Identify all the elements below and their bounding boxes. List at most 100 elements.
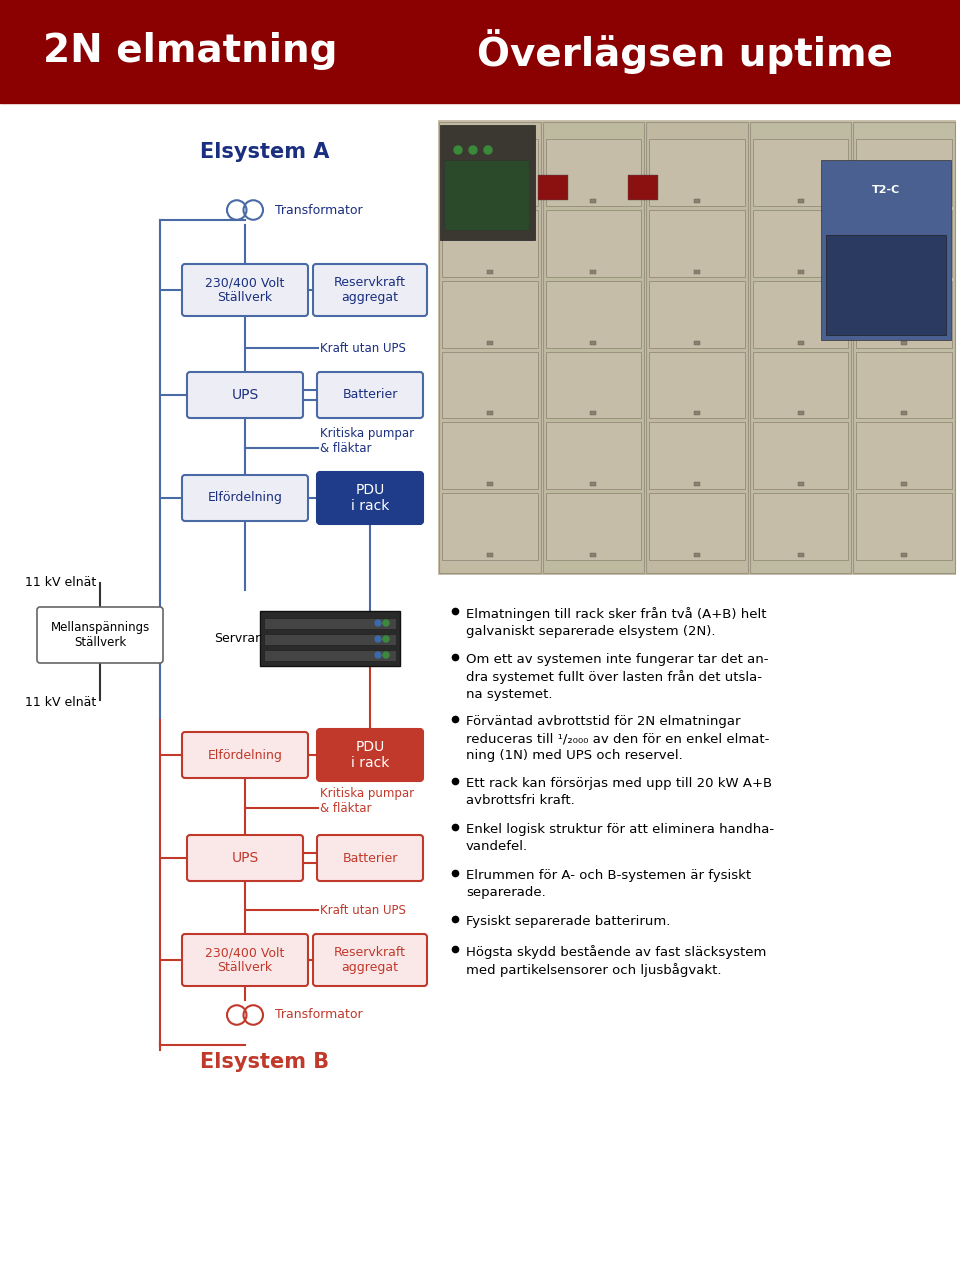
Text: 11 kV elnät: 11 kV elnät <box>25 576 96 589</box>
Bar <box>901 482 907 487</box>
FancyBboxPatch shape <box>182 934 308 986</box>
Text: Högsta skydd bestående av fast släcksystem
med partikelsensorer och ljusbågvakt.: Högsta skydd bestående av fast släcksyst… <box>466 944 766 977</box>
Bar <box>753 493 849 560</box>
Bar <box>487 554 492 557</box>
FancyBboxPatch shape <box>313 934 427 986</box>
Bar <box>694 554 700 557</box>
Circle shape <box>383 620 389 625</box>
Bar <box>853 122 955 572</box>
Text: PDU
i rack: PDU i rack <box>350 483 389 513</box>
Bar <box>649 139 745 206</box>
Circle shape <box>484 146 492 154</box>
Text: Elfördelning: Elfördelning <box>207 749 282 762</box>
Bar <box>590 270 596 274</box>
Bar <box>487 411 492 415</box>
Bar <box>649 281 745 348</box>
Bar <box>750 122 852 572</box>
Bar <box>753 422 849 489</box>
Text: PDU
i rack: PDU i rack <box>350 740 389 770</box>
Text: Batterier: Batterier <box>343 851 397 865</box>
Bar <box>545 139 641 206</box>
Bar <box>590 199 596 203</box>
Circle shape <box>375 620 381 625</box>
Bar <box>694 270 700 274</box>
Bar <box>545 209 641 276</box>
Bar <box>264 649 396 661</box>
Circle shape <box>375 636 381 642</box>
Text: Kritiska pumpar
& fläktar: Kritiska pumpar & fläktar <box>320 427 414 455</box>
FancyBboxPatch shape <box>187 835 303 881</box>
Bar <box>590 482 596 487</box>
Bar <box>0 0 960 103</box>
Bar <box>901 199 907 203</box>
Bar <box>487 199 492 203</box>
Bar <box>487 270 492 274</box>
Circle shape <box>454 146 462 154</box>
Text: Fysiskt separerade batterirum.: Fysiskt separerade batterirum. <box>466 915 670 928</box>
FancyBboxPatch shape <box>313 264 427 317</box>
Circle shape <box>375 652 381 658</box>
Bar <box>901 270 907 274</box>
Bar <box>487 482 492 487</box>
Bar <box>545 493 641 560</box>
Bar <box>798 340 804 344</box>
Bar <box>798 482 804 487</box>
Text: Batterier: Batterier <box>343 388 397 401</box>
Text: Mellanspännings
Ställverk: Mellanspännings Ställverk <box>50 620 150 649</box>
Text: Reservkraft
aggregat: Reservkraft aggregat <box>334 946 406 973</box>
Circle shape <box>469 146 477 154</box>
Bar <box>442 281 538 348</box>
Text: Elsystem B: Elsystem B <box>200 1052 329 1072</box>
Bar <box>798 411 804 415</box>
Bar <box>694 340 700 344</box>
Text: Förväntad avbrottstid för 2N elmatningar
reduceras till ¹/₂₀₀₀ av den för en enk: Förväntad avbrottstid för 2N elmatningar… <box>466 715 769 762</box>
Text: UPS: UPS <box>231 851 258 865</box>
Text: Reservkraft
aggregat: Reservkraft aggregat <box>334 276 406 304</box>
Bar <box>821 160 951 340</box>
Bar <box>487 340 492 344</box>
FancyBboxPatch shape <box>317 835 423 881</box>
Text: Elsystem A: Elsystem A <box>200 142 329 161</box>
Text: Elmatningen till rack sker från två (A+B) helt
galvaniskt separerade elsystem (2: Elmatningen till rack sker från två (A+B… <box>466 607 766 638</box>
Bar <box>442 209 538 276</box>
Bar <box>753 281 849 348</box>
Bar <box>694 482 700 487</box>
FancyBboxPatch shape <box>317 729 423 781</box>
Text: 11 kV elnät: 11 kV elnät <box>25 696 96 710</box>
Text: Transformator: Transformator <box>275 203 363 217</box>
Bar <box>753 209 849 276</box>
Text: Kraft utan UPS: Kraft utan UPS <box>320 903 406 917</box>
Bar <box>798 554 804 557</box>
Bar <box>439 122 540 572</box>
Text: Elfördelning: Elfördelning <box>207 492 282 504</box>
Circle shape <box>383 652 389 658</box>
Text: Kraft utan UPS: Kraft utan UPS <box>320 342 406 354</box>
Text: Transformator: Transformator <box>275 1009 363 1021</box>
Bar <box>856 139 952 206</box>
Bar <box>590 411 596 415</box>
FancyBboxPatch shape <box>317 372 423 417</box>
Bar <box>542 122 644 572</box>
Bar <box>649 493 745 560</box>
Bar <box>442 422 538 489</box>
Bar <box>646 122 748 572</box>
Bar <box>856 209 952 276</box>
Bar <box>628 175 658 200</box>
Bar <box>538 175 568 200</box>
Text: 230/400 Volt
Ställverk: 230/400 Volt Ställverk <box>205 276 285 304</box>
Bar <box>901 554 907 557</box>
Bar <box>798 199 804 203</box>
Bar <box>264 618 396 628</box>
Text: Servrar: Servrar <box>214 632 260 644</box>
Bar <box>649 209 745 276</box>
FancyBboxPatch shape <box>187 372 303 417</box>
Bar <box>264 633 396 644</box>
FancyBboxPatch shape <box>182 731 308 778</box>
Bar <box>444 160 529 230</box>
Bar <box>694 199 700 203</box>
FancyBboxPatch shape <box>37 607 163 663</box>
Bar <box>590 340 596 344</box>
Bar <box>649 422 745 489</box>
FancyBboxPatch shape <box>182 475 308 521</box>
Bar <box>826 235 946 335</box>
